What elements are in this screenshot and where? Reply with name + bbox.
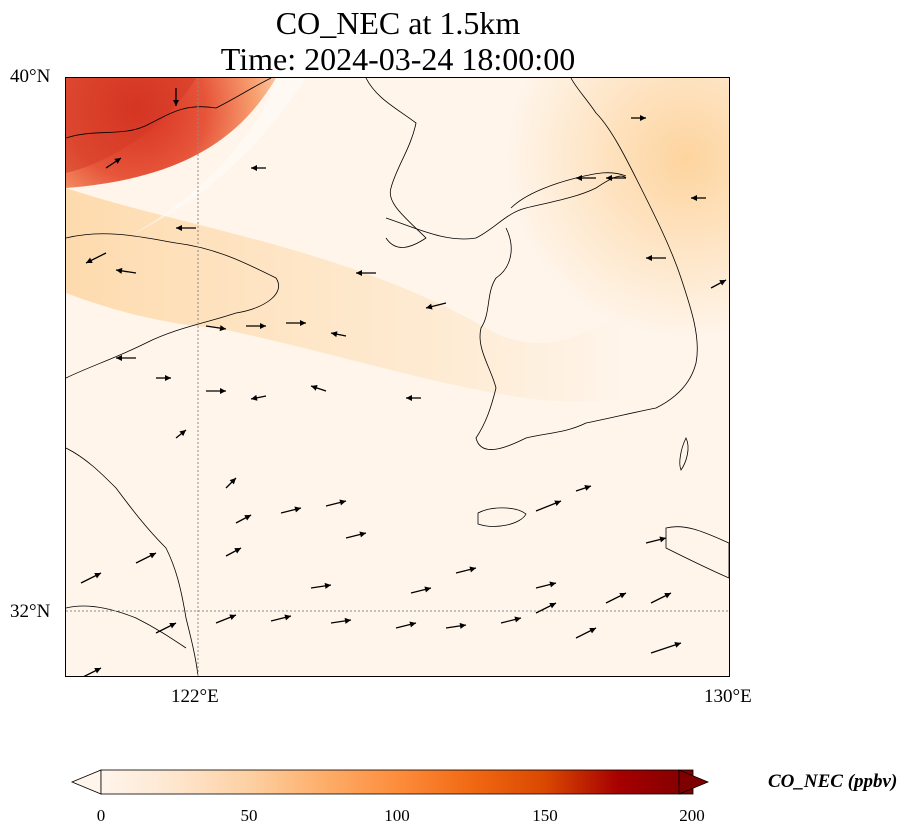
wind-arrow-head [234,548,241,554]
colorbar-body [100,769,694,795]
wind-arrow-head [584,485,591,491]
wind-arrow-head [229,478,236,485]
wind-arrow-head [674,642,681,648]
wind-arrow-head [359,531,366,538]
coast-liaodong [365,78,427,248]
wind-arrow-head [339,499,346,506]
wind-arrow-head [549,603,556,609]
wind-arrow-head [691,195,697,201]
coast-yangtze [66,605,187,649]
wind-arrow-head [260,323,266,329]
lat-label-40n: 40°N [10,66,51,87]
wind-arrow-head [589,628,596,634]
wind-arrow-head [606,175,612,181]
lat-label-32n: 32°N [10,601,51,622]
coast-shandong [66,233,279,379]
colorbar-extend-max [678,769,710,795]
map-title-time: Time: 2024-03-24 18:00:00 [220,41,576,77]
coast-tsushima [679,437,689,471]
wind-arrow-head [94,573,101,579]
wind-arrow-head [251,165,257,171]
colorbar-tick-150: 150 [532,806,558,825]
wind-vectors [80,88,727,676]
wind-arrow-head [294,506,301,513]
wind-arrow-head [344,617,351,624]
wind-arrow-head [426,303,433,310]
wind-arrow-head [251,394,258,401]
wind-arrow-head [469,566,476,573]
coast-korea [475,78,698,450]
wind-arrow-head [646,255,652,261]
lon-label-122e: 122°E [171,686,219,707]
gridlines [66,78,729,676]
wind-arrow-head [229,614,236,621]
wind-arrow-head [659,536,666,543]
wind-arrow-head [311,385,318,391]
wind-arrow-head [149,553,156,559]
colorbar-title: CO_NEC (ppbv) [768,771,898,792]
wind-arrow-head [664,593,671,599]
wind-arrow-head [165,375,171,381]
co-field-clean-strip [126,78,306,238]
colorbar-tick-100: 100 [384,806,410,825]
wind-arrow-head [116,267,123,274]
wind-arrow-head [173,100,179,106]
wind-arrow-head [409,621,416,628]
coast-korea-bay [385,175,627,240]
colorbar-tick-200: 200 [679,806,705,825]
wind-arrow-head [554,500,561,507]
wind-arrow-head [179,430,186,437]
wind-arrow-head [116,355,122,361]
wind-arrow-head [640,115,646,121]
wind-arrow-head [94,668,101,674]
wind-arrow-head [459,622,466,629]
wind-arrow-head [169,623,176,629]
lon-label-130e: 130°E [704,686,752,707]
wind-arrow-head [549,581,556,588]
colorbar-tick-0: 0 [96,806,106,825]
wind-arrow-head [619,593,626,599]
wind-arrow-head [576,175,582,181]
co-field-plume-core [66,78,196,173]
wind-arrow-head [331,331,338,338]
wind-arrow-head [114,158,121,164]
coastlines [66,78,729,676]
wind-arrow-head [424,586,431,593]
coast-bohai-north [66,78,272,139]
wind-arrow-head [406,395,412,401]
wind-arrow-head [324,582,331,589]
coast-jeju [477,507,527,527]
wind-arrow-head [284,614,291,621]
co-field-northeast [486,78,729,338]
coast-kyushu [665,526,729,579]
wind-arrow-head [219,325,226,332]
coast-dmz [510,172,627,209]
co-field-band [66,188,626,402]
map-canvas [66,78,729,676]
map-title-variable: CO_NEC at 1.5km [275,5,521,41]
wind-arrow-head [244,515,251,521]
wind-arrow-head [300,320,306,326]
wind-arrow-head [176,225,182,231]
wind-arrow-head [514,616,521,623]
colorbar-extend-min [70,769,102,795]
map-panel [65,77,730,677]
colorbar [70,769,710,795]
wind-arrow-head [220,388,226,394]
wind-arrow-head [719,280,726,286]
colorbar-tick-50: 50 [240,806,258,825]
coast-jiangsu [66,447,199,676]
wind-arrow-head [86,257,93,263]
wind-arrow-head [356,270,362,276]
